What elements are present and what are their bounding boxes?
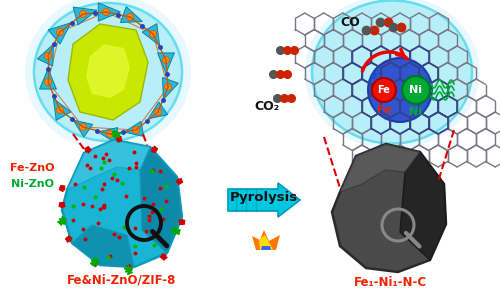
- Text: Ni: Ni: [410, 85, 422, 95]
- Polygon shape: [124, 121, 144, 136]
- Polygon shape: [148, 102, 168, 119]
- Text: Fe: Fe: [378, 85, 390, 95]
- Polygon shape: [62, 140, 182, 267]
- Circle shape: [80, 11, 86, 17]
- Polygon shape: [252, 230, 280, 250]
- Text: Fe₁-Ni₁-N-C: Fe₁-Ni₁-N-C: [354, 276, 426, 289]
- Polygon shape: [400, 152, 446, 260]
- Polygon shape: [48, 23, 71, 44]
- Polygon shape: [68, 24, 148, 120]
- Circle shape: [162, 57, 170, 63]
- Ellipse shape: [304, 0, 480, 150]
- Text: e⁻: e⁻: [370, 71, 382, 81]
- Circle shape: [80, 124, 86, 130]
- Text: Fe-ZnO: Fe-ZnO: [10, 163, 54, 173]
- Circle shape: [372, 78, 396, 102]
- Ellipse shape: [34, 3, 182, 141]
- Polygon shape: [73, 7, 97, 25]
- Polygon shape: [332, 144, 446, 272]
- Polygon shape: [120, 7, 142, 22]
- Ellipse shape: [312, 1, 472, 143]
- Circle shape: [56, 106, 64, 114]
- Polygon shape: [40, 69, 56, 89]
- Polygon shape: [54, 99, 71, 120]
- Polygon shape: [98, 3, 120, 21]
- Circle shape: [132, 127, 140, 134]
- Text: Fe&Ni-ZnO/ZIF-8: Fe&Ni-ZnO/ZIF-8: [68, 273, 176, 286]
- Ellipse shape: [25, 0, 191, 150]
- Polygon shape: [73, 120, 92, 137]
- Polygon shape: [38, 44, 54, 66]
- Polygon shape: [158, 53, 174, 73]
- Polygon shape: [98, 127, 117, 143]
- Polygon shape: [259, 235, 273, 250]
- Circle shape: [106, 130, 114, 137]
- Text: CO: CO: [340, 16, 360, 29]
- Circle shape: [102, 9, 110, 16]
- Polygon shape: [142, 24, 160, 45]
- Circle shape: [44, 78, 52, 86]
- Polygon shape: [72, 225, 134, 267]
- Circle shape: [44, 53, 52, 60]
- Polygon shape: [162, 78, 178, 99]
- Circle shape: [164, 83, 172, 91]
- Polygon shape: [261, 246, 271, 250]
- Text: Ni: Ni: [410, 107, 422, 117]
- Polygon shape: [140, 147, 182, 253]
- Polygon shape: [86, 44, 130, 98]
- Text: Pyrolysis: Pyrolysis: [230, 191, 298, 204]
- Text: CO₂: CO₂: [254, 101, 280, 114]
- Circle shape: [402, 76, 430, 104]
- Circle shape: [56, 29, 64, 35]
- Circle shape: [126, 14, 134, 20]
- Circle shape: [368, 58, 432, 122]
- Polygon shape: [340, 144, 420, 192]
- Text: Ni-ZnO: Ni-ZnO: [10, 179, 54, 189]
- Polygon shape: [67, 140, 150, 190]
- FancyArrow shape: [228, 183, 300, 217]
- Circle shape: [154, 109, 162, 116]
- Circle shape: [150, 30, 156, 37]
- Text: Fe: Fe: [377, 105, 391, 115]
